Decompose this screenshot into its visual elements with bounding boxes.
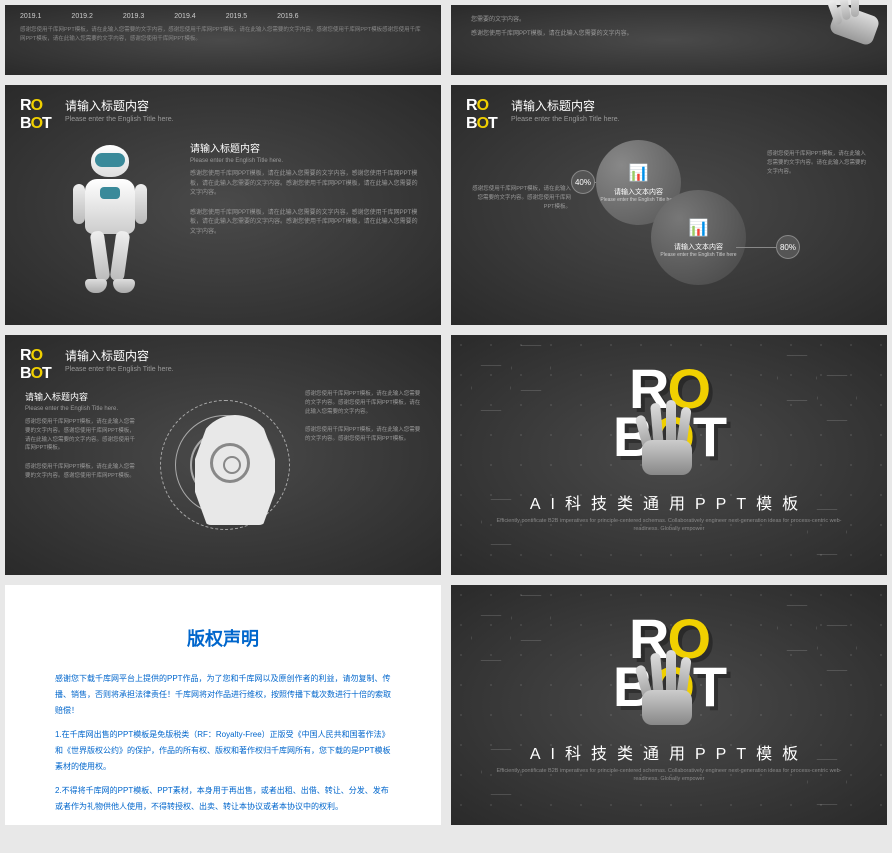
robot-hand-icon xyxy=(807,0,877,50)
slide-ai-head: ROBOT 请输入标题内容 Please enter the English T… xyxy=(5,335,441,575)
content-text: 感谢您使用千库网PPT模板，请在此输入您需要的文字内容，感谢您使用千库网PPT模… xyxy=(190,209,421,238)
circle-sublabel: Please enter the English Title here xyxy=(600,197,676,203)
logo-icon: ROBOT xyxy=(20,97,51,133)
cover-subtitle: Efficiently pontificate B2B imperatives … xyxy=(495,767,844,784)
slide-title: 请输入标题内容 xyxy=(65,347,174,364)
year: 2019.5 xyxy=(226,13,247,20)
slide-cover-duplicate: RO BOT AI科技类通用PPT模板 Efficiently pontific… xyxy=(451,585,887,825)
cover-subtitle: Efficiently pontificate B2B imperatives … xyxy=(495,517,844,534)
slide-cover: RO BOT AI科技类通用PPT模板 Efficiently pontific… xyxy=(451,335,887,575)
copyright-text: 感谢您下载千库网平台上提供的PPT作品，为了您和千库网以及原创作者的利益，请勿复… xyxy=(55,671,391,719)
bar-chart-icon: 📊 xyxy=(629,163,649,183)
content-subtitle: Please enter the English Title here. xyxy=(190,158,421,164)
year: 2019.1 xyxy=(20,13,41,20)
cover-title: AI科技类通用PPT模板 xyxy=(530,490,808,514)
content-title: 请输入标题内容 xyxy=(25,390,135,403)
side-text-left: 感谢您使用千库网PPT模板，请在此输入您需要的文字内容。感谢您使用千库网PPT模… xyxy=(471,185,571,211)
year: 2019.3 xyxy=(123,13,144,20)
slide-title: 请输入标题内容 xyxy=(511,97,620,114)
ai-head-illustration xyxy=(155,395,295,555)
logo-icon: ROBOT xyxy=(466,97,497,133)
side-text-right: 感谢您使用千库网PPT模板，请在此输入您需要的文字内容。请在此输入您需要的文字内… xyxy=(767,150,867,176)
percentage-badge: 80% xyxy=(776,235,800,259)
year: 2019.2 xyxy=(71,13,92,20)
robot-hand-illustration xyxy=(634,395,704,475)
year: 2019.6 xyxy=(277,13,298,20)
robot-hand-illustration xyxy=(634,645,704,725)
content-title: 请输入标题内容 xyxy=(190,140,421,155)
content-text: 感谢您使用千库网PPT模板，请在此输入您需要的文字内容。感谢您使用千库网PPT模… xyxy=(25,463,135,481)
circle-label: 请输入文本内容 xyxy=(674,242,723,252)
bar-chart-icon: 📊 xyxy=(689,218,709,238)
slide-subtitle: Please enter the English Title here. xyxy=(511,116,620,123)
slide-fragment-right: 您需要的文字内容。 感谢您使用千库网PPT模板，请在此输入您需要的文字内容。 xyxy=(451,5,887,75)
content-text: 感谢您使用千库网PPT模板，请在此输入您需要的文字内容，感谢您使用千库网PPT模… xyxy=(190,170,421,199)
slide-subtitle: Please enter the English Title here. xyxy=(65,366,174,373)
robot-illustration xyxy=(65,145,155,295)
percentage-badge: 40% xyxy=(571,170,595,194)
copyright-text: 1.在千库网出售的PPT模板是免版税类（RF：Royalty-Free）正版受《… xyxy=(55,727,391,775)
slide-timeline-fragment: 2019.1 2019.2 2019.3 2019.4 2019.5 2019.… xyxy=(5,5,441,75)
year: 2019.4 xyxy=(174,13,195,20)
content-text: 感谢您使用千库网PPT模板，请在此输入您需要的文字内容。感谢您使用千库网PPT模… xyxy=(25,418,135,453)
copyright-title: 版权声明 xyxy=(55,625,391,651)
year-row: 2019.1 2019.2 2019.3 2019.4 2019.5 2019.… xyxy=(20,13,426,20)
slide-subtitle: Please enter the English Title here. xyxy=(65,116,174,123)
circle-label: 请输入文本内容 xyxy=(614,187,663,197)
cover-title: AI科技类通用PPT模板 xyxy=(530,740,808,764)
copyright-text: 2.不得将千库网的PPT模板、PPT素材，本身用于再出售，或者出租、出借、转让、… xyxy=(55,783,391,815)
slide-robot-character: ROBOT 请输入标题内容 Please enter the English T… xyxy=(5,85,441,325)
circle-sublabel: Please enter the English Title here xyxy=(660,252,736,258)
content-text: 感谢您使用千库网PPT模板，请在此输入您需要的文字内容。感谢您使用千库网PPT模… xyxy=(305,426,425,444)
circle-node: 📊 请输入文本内容 Please enter the English Title… xyxy=(651,190,746,285)
slide-copyright: 版权声明 感谢您下载千库网平台上提供的PPT作品，为了您和千库网以及原创作者的利… xyxy=(5,585,441,825)
slide-circles-chart: ROBOT 请输入标题内容 Please enter the English T… xyxy=(451,85,887,325)
content-text: 感谢您使用千库网PPT模板，请在此输入您需要的文字内容。感谢您使用千库网PPT模… xyxy=(305,390,425,416)
timeline-desc: 感谢您使用千库网PPT模板，请在此输入您需要的文字内容，感谢您使用千库网PPT模… xyxy=(20,26,426,44)
content-subtitle: Please enter the English Title here. xyxy=(25,406,135,412)
connector-line xyxy=(736,247,776,248)
logo-icon: ROBOT xyxy=(20,347,51,383)
slide-title: 请输入标题内容 xyxy=(65,97,174,114)
